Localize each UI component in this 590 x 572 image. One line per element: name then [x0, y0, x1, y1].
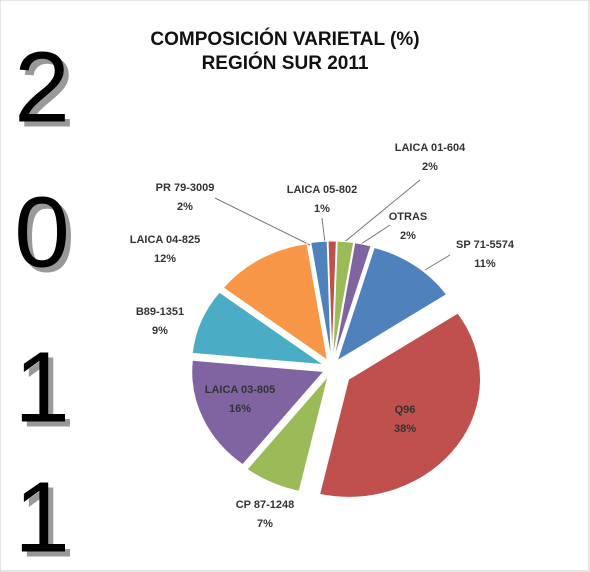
- slice-label: LAICA 04-825: [130, 234, 201, 246]
- chart-subtitle: REGIÓN SUR 2011: [202, 52, 369, 74]
- slice-label: OTRAS: [389, 211, 428, 223]
- slice-label: SP 71-5574: [456, 239, 515, 251]
- slice-value-label: 2%: [177, 201, 193, 213]
- pie-slice: [246, 375, 329, 492]
- side-digit: 2: [14, 31, 70, 143]
- pie-slice: [332, 240, 355, 360]
- slice-label: CP 87-1248: [236, 499, 295, 511]
- pie-slice: [191, 359, 325, 466]
- side-digit: 1: [14, 331, 70, 443]
- chart-title: COMPOSICIÓN VARIETAL (%): [150, 28, 419, 50]
- side-digit: 0: [14, 176, 70, 288]
- slice-value-label: 2%: [400, 230, 416, 242]
- slice-value-label: 11%: [474, 258, 496, 270]
- slice-label: Q96: [395, 404, 416, 416]
- pie-slice: [222, 243, 329, 362]
- side-digit: 1: [14, 461, 70, 572]
- pie-slice: [327, 240, 337, 360]
- pie-slice: [318, 312, 482, 498]
- slice-value-label: 9%: [152, 325, 168, 337]
- pie-slice: [336, 246, 448, 362]
- leader-line: [214, 197, 311, 246]
- slice-label: LAICA 05-802: [287, 184, 358, 196]
- slice-value-label: 7%: [257, 518, 273, 530]
- leader-line: [341, 179, 421, 245]
- slice-value-label: 1%: [314, 203, 330, 215]
- slice-label: B89-1351: [136, 306, 184, 318]
- pie-slice: [191, 291, 326, 366]
- slice-value-label: 38%: [394, 423, 416, 435]
- pie-slice: [310, 240, 332, 360]
- pie-slice: [333, 242, 372, 360]
- leader-line: [321, 217, 326, 244]
- leader-line: [424, 254, 451, 271]
- slice-label: LAICA 01-604: [395, 142, 466, 154]
- slice-value-label: 12%: [154, 253, 176, 265]
- slice-value-label: 16%: [229, 403, 251, 415]
- slice-label: PR 79-3009: [156, 182, 215, 194]
- slice-value-label: 2%: [422, 161, 438, 173]
- slice-label: LAICA 03-805: [205, 384, 276, 396]
